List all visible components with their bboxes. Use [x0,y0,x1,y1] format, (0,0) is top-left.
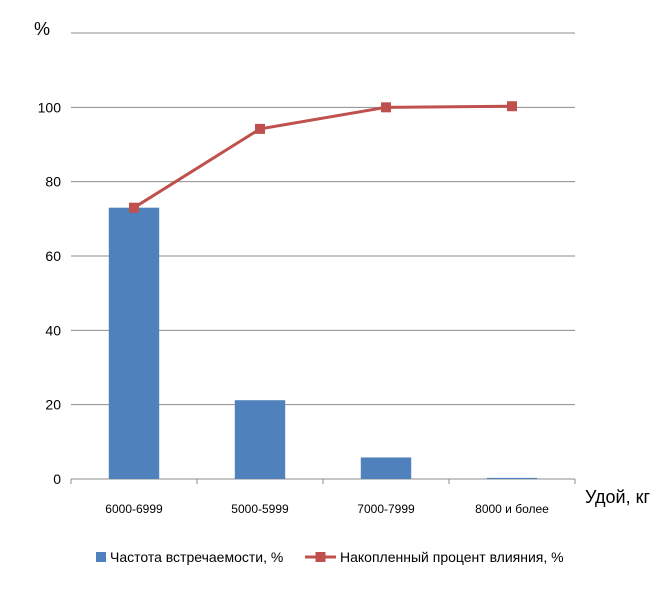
bar [360,457,412,479]
y-tick-label: 60 [45,248,61,264]
y-tick-label: 40 [45,322,61,338]
x-tick-label: 5000-5999 [231,502,289,516]
bar [486,477,538,479]
line-marker [507,101,517,112]
line-marker [129,202,139,213]
cumulative-line [133,104,513,209]
x-tick-label: 8000 и более [475,502,549,516]
bar [234,400,286,479]
x-tick-label: 6000-6999 [105,502,163,516]
bar-series [108,207,538,479]
y-axis-ticks: 0 20 40 60 80 100 [38,99,62,487]
line-marker [255,123,265,134]
y-axis-label: % [34,19,50,39]
y-tick-label: 100 [38,99,62,115]
legend: Частота встречаемости, % Накопленный проц… [96,549,564,565]
line-marker [381,102,391,113]
bar [108,207,160,479]
legend-swatch-marker [315,552,326,562]
line-series [129,101,517,213]
x-axis-label: Удой, кг [585,487,650,507]
y-tick-label: 80 [45,174,61,190]
y-tick-label: 20 [45,397,61,413]
x-tick-label: 7000-7999 [357,502,415,516]
x-axis-ticks: 6000-6999 5000-5999 7000-7999 8000 и более [105,502,549,516]
legend-swatch-bar [96,552,106,562]
legend-label-bar: Частота встречаемости, % [110,549,283,565]
y-tick-label: 0 [53,471,61,487]
legend-label-line: Накопленный процент влияния, % [340,549,564,565]
